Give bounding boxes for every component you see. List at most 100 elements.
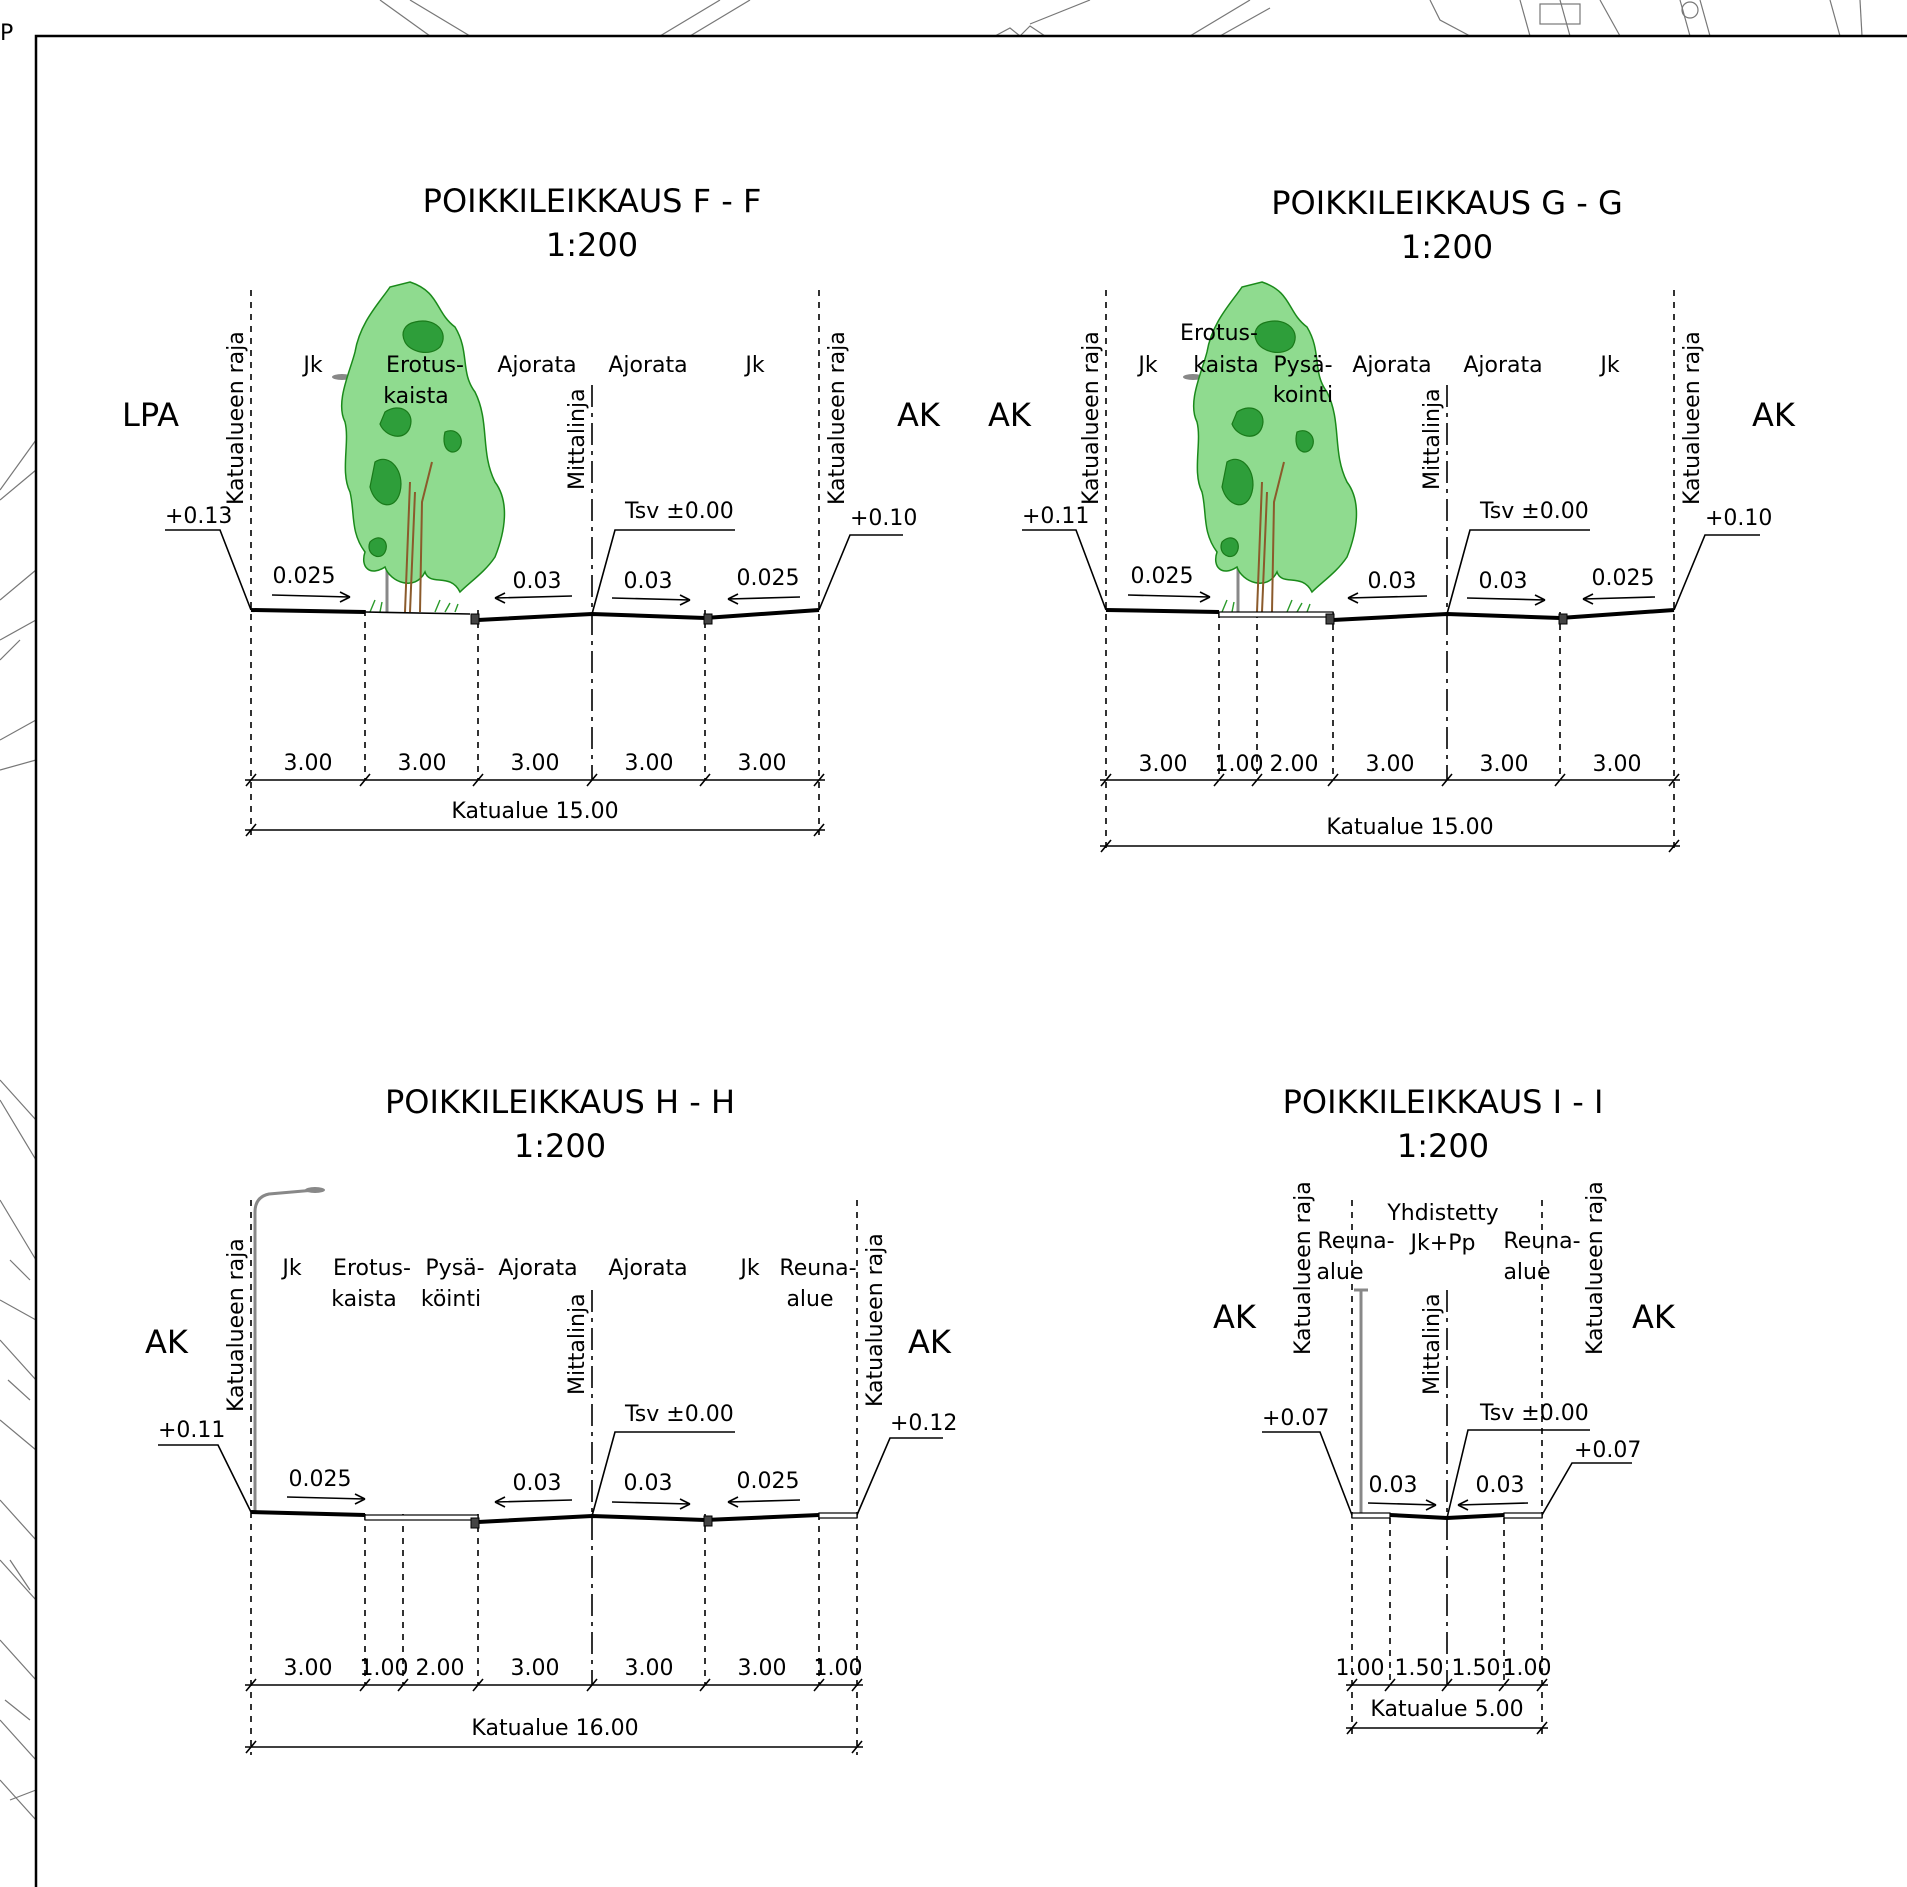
section-g: POIKKILEIKKAUS G - G 1:200 AK AK Katualu… [988, 184, 1796, 853]
slope-label: 0.025 [1131, 564, 1194, 589]
lane-label-jk: Jk [743, 353, 764, 378]
width-label: 3.00 [284, 1656, 333, 1681]
width-label: 1.00 [1215, 752, 1264, 777]
width-label: 3.00 [738, 1656, 787, 1681]
width-label: 2.00 [1270, 752, 1319, 777]
width-label: 3.00 [1139, 752, 1188, 777]
corner-mark: P [0, 21, 13, 46]
slope-label: 0.025 [289, 1467, 352, 1492]
total-width-label: Katualue 15.00 [451, 799, 618, 824]
lane-label-jk: Jk [1136, 353, 1157, 378]
lane-label-ajorata: Ajorata [1352, 353, 1431, 378]
width-label: 3.00 [1593, 752, 1642, 777]
slope-label: 0.03 [624, 569, 673, 594]
section-title: POIKKILEIKKAUS F - F [423, 182, 762, 220]
total-width-label: Katualue 5.00 [1370, 1697, 1523, 1722]
total-width-label: Katualue 15.00 [1326, 815, 1493, 840]
boundary-right: Katualueen raja [825, 331, 850, 505]
slope-label: 0.025 [737, 1469, 800, 1494]
section-i: POIKKILEIKKAUS I - I 1:200 AK AK Katualu… [1213, 1083, 1676, 1740]
lane-label-reunaalue: Reuna-alue [1503, 1229, 1580, 1285]
width-label: 1.00 [1503, 1656, 1552, 1681]
right-elevation: +0.12 [890, 1411, 957, 1436]
width-label: 1.00 [814, 1656, 863, 1681]
width-label: 1.50 [1452, 1656, 1501, 1681]
slope-label: 0.03 [1369, 1473, 1418, 1498]
width-label: 1.00 [360, 1656, 409, 1681]
centerline-label: Mittalinja [565, 388, 590, 490]
width-label: 3.00 [625, 751, 674, 776]
lane-label-jk: Jk [1598, 353, 1619, 378]
width-label: 3.00 [738, 751, 787, 776]
road-profile [1105, 608, 1675, 622]
section-scale: 1:200 [546, 226, 638, 264]
left-elevation: +0.11 [1022, 504, 1089, 529]
boundary-right: Katualueen raja [863, 1233, 888, 1407]
width-label: 3.00 [398, 751, 447, 776]
left-elevation: +0.13 [165, 504, 232, 529]
width-label: 3.00 [1480, 752, 1529, 777]
slope-label: 0.03 [513, 1471, 562, 1496]
width-label: 3.00 [1366, 752, 1415, 777]
section-f: POIKKILEIKKAUS F - F 1:200 LPA AK [122, 182, 941, 837]
boundary-left: Katualueen raja [1291, 1181, 1316, 1355]
lane-label-reunaalue: Reuna-alue [779, 1256, 856, 1312]
boundary-left: Katualueen raja [224, 331, 249, 505]
slope-label: 0.03 [624, 1471, 673, 1496]
slope-label: 0.03 [1368, 569, 1417, 594]
slope-label: 0.025 [1592, 566, 1655, 591]
lane-label-ajorata: Ajorata [497, 353, 576, 378]
width-label: 3.00 [511, 1656, 560, 1681]
lane-label-reunaalue: Reuna-alue [1316, 1229, 1394, 1285]
street-lamp-icon [1354, 1288, 1368, 1514]
centerline-label: Mittalinja [1420, 1293, 1445, 1395]
boundary-right: Katualueen raja [1680, 331, 1705, 505]
section-scale: 1:200 [1397, 1127, 1489, 1165]
slope-label: 0.03 [1479, 569, 1528, 594]
lane-label-jk: Jk [301, 353, 322, 378]
total-width-label: Katualue 16.00 [471, 1716, 638, 1741]
background-map-fragments [0, 0, 1863, 1821]
right-zone: AK [1752, 396, 1796, 434]
section-title: POIKKILEIKKAUS G - G [1271, 184, 1623, 222]
tsv-label: Tsv ±0.00 [1479, 499, 1589, 524]
tree-icon [340, 281, 506, 613]
left-zone: AK [1213, 1298, 1257, 1336]
tsv-label: Tsv ±0.00 [624, 499, 734, 524]
lane-label-erotuskaista: Erotus-kaista [1180, 321, 1259, 378]
width-label: 3.00 [511, 751, 560, 776]
left-zone: AK [145, 1323, 189, 1361]
section-title: POIKKILEIKKAUS I - I [1283, 1083, 1604, 1121]
lane-label-jk: Jk [738, 1256, 759, 1281]
right-elevation: +0.10 [850, 506, 917, 531]
boundary-left: Katualueen raja [1079, 331, 1104, 505]
lane-label-pysakointi: Pysä-kointi [1273, 353, 1333, 408]
sheet-frame [34, 34, 1907, 1887]
lane-label-pysakointi: Pysä-köinti [421, 1256, 485, 1312]
right-zone: AK [1632, 1298, 1676, 1336]
tsv-label: Tsv ±0.00 [624, 1402, 734, 1427]
right-zone: AK [908, 1323, 952, 1361]
lane-label-ajorata: Ajorata [1463, 353, 1542, 378]
right-zone: AK [897, 396, 941, 434]
lane-label-ajorata: Ajorata [608, 353, 687, 378]
left-elevation: +0.11 [158, 1418, 225, 1443]
slope-label: 0.025 [273, 564, 336, 589]
lane-label-erotuskaista: Erotus-kaista [383, 353, 464, 409]
centerline-label: Mittalinja [565, 1293, 590, 1395]
width-label: 3.00 [625, 1656, 674, 1681]
slope-label: 0.03 [513, 569, 562, 594]
slope-label: 0.025 [737, 566, 800, 591]
width-label: 2.00 [416, 1656, 465, 1681]
section-h: POIKKILEIKKAUS H - H 1:200 AK AK Katualu… [145, 1083, 957, 1755]
right-elevation: +0.07 [1574, 1438, 1641, 1463]
lane-label-ajorata: Ajorata [608, 1256, 687, 1281]
section-scale: 1:200 [1401, 228, 1493, 266]
lane-label-jk: Jk [280, 1256, 301, 1281]
width-label: 1.50 [1395, 1656, 1444, 1681]
slope-label: 0.03 [1476, 1473, 1525, 1498]
width-label: 3.00 [284, 751, 333, 776]
right-elevation: +0.10 [1705, 506, 1772, 531]
lane-label-ajorata: Ajorata [498, 1256, 577, 1281]
